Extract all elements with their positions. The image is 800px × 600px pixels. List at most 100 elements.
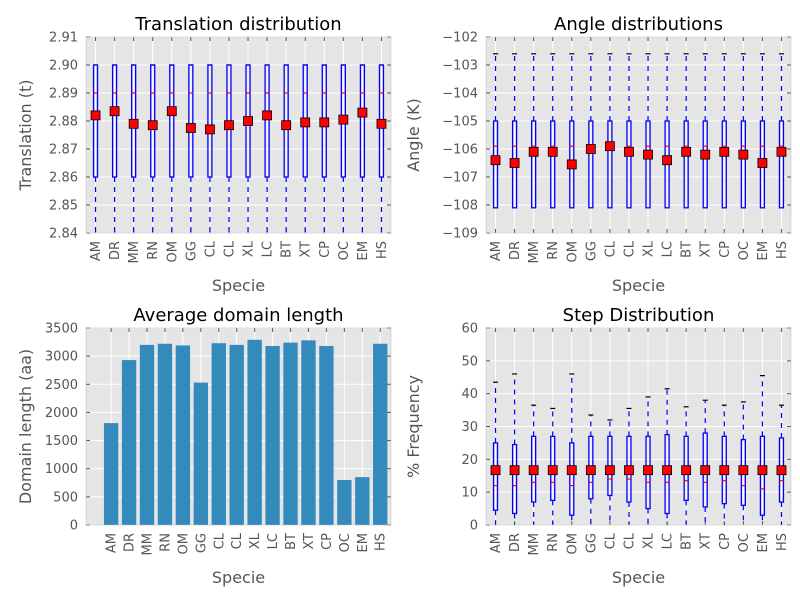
y-tick-label: 2.89 [49,87,78,102]
y-tick-label: −106 [442,143,478,158]
x-tick-label: CP [320,533,335,550]
mean-marker [643,149,653,160]
mean-marker [300,117,311,128]
mean-marker [509,158,520,168]
bar [139,344,155,525]
box [778,120,785,209]
box [740,120,746,209]
x-tick-label: DR [508,533,523,552]
y-tick-label: −105 [442,115,478,130]
x-tick-label: XL [642,240,657,257]
x-tick-label: AM [489,533,504,553]
box [607,120,613,209]
x-tick-label: RN [158,533,173,552]
mean-marker [738,465,749,476]
bar [337,479,352,525]
box [188,64,194,178]
x-tick-label: CP [318,241,333,258]
bar [373,343,388,525]
y-tick-label: 1000 [45,462,78,477]
y-tick-label: 10 [461,486,478,501]
x-tick-label: XL [642,532,657,549]
y-tick-label: 3000 [45,350,78,365]
bar [193,382,208,525]
x-tick-label: RN [546,533,561,552]
mean-marker [776,465,787,476]
bar [157,343,173,525]
x-tick-label: CL [230,532,245,549]
x-tick-label: EM [356,533,371,552]
x-tick-label: XT [699,241,714,258]
box [626,120,632,209]
mean-marker [605,141,615,152]
x-tick-label: CL [603,240,618,257]
box [588,120,594,209]
x-tick-label: EM [356,241,371,260]
box [645,120,651,209]
x-tick-label: OM [165,241,180,262]
bar [103,423,119,525]
mean-marker [185,123,196,133]
mean-marker [585,465,596,476]
mean-marker [719,146,730,157]
y-tick-label: 20 [461,453,478,468]
x-axis-label: Specie [612,568,665,587]
y-tick-label: 2.86 [49,171,78,186]
x-tick-label: OM [565,533,580,554]
mean-marker [166,106,177,117]
x-tick-label: LC [261,241,276,257]
x-tick-label: OC [737,241,752,260]
x-tick-label: AM [89,241,104,261]
y-tick-label: −102 [442,31,478,46]
mean-marker [681,465,692,476]
x-tick-label: AM [105,533,120,553]
mean-marker [357,107,368,118]
x-tick-label: HS [374,533,389,551]
plot-area [86,37,391,233]
x-tick-label: CL [622,532,637,549]
mean-marker [719,465,730,476]
bar [283,342,298,525]
x-tick-label: OC [338,533,353,552]
x-tick-label: HS [775,533,790,551]
x-tick-label: CL [603,532,618,549]
box [359,64,366,178]
mean-marker [147,120,158,131]
chart-panel-0: 2.84 2.85 2.86 2.87 2.88 2.89 2.90 2.91 AM DR MM RN… [16,14,392,295]
y-tick-label: 2.88 [49,115,78,130]
x-tick-label: MM [127,241,142,263]
mean-marker [700,465,711,476]
x-tick-label: XT [299,241,314,258]
mean-marker [643,465,653,476]
y-tick-label: 0 [470,519,478,534]
y-tick-label: 2.85 [49,199,78,214]
mean-marker [681,146,692,157]
x-tick-label: RN [546,241,561,260]
plot-frame [485,327,792,526]
x-tick-label: GG [194,533,209,553]
mean-marker [757,158,768,168]
x-tick-label: DR [508,241,523,260]
mean-marker [109,106,120,117]
x-tick-label: CL [622,240,637,257]
x-tick-label: EM [756,533,771,552]
y-tick-label: 0 [70,519,78,534]
y-axis-label: % Frequency [404,375,423,478]
y-tick-label: 60 [461,322,478,337]
mean-marker [281,120,292,131]
box [569,442,575,516]
box [702,120,708,209]
y-tick-label: 2.84 [49,227,78,242]
bar [247,339,262,525]
y-tick-label: −109 [442,227,478,242]
box [92,64,99,178]
chart-title: Average domain length [133,305,343,326]
y-axis-label: Angle (K) [404,98,423,172]
mean-marker [547,146,558,157]
mean-marker [262,110,272,121]
y-tick-label: −108 [442,199,478,214]
bar [211,343,226,525]
y-tick-label: 1500 [45,434,78,449]
x-tick-label: OM [176,533,191,554]
mean-marker [624,146,634,157]
